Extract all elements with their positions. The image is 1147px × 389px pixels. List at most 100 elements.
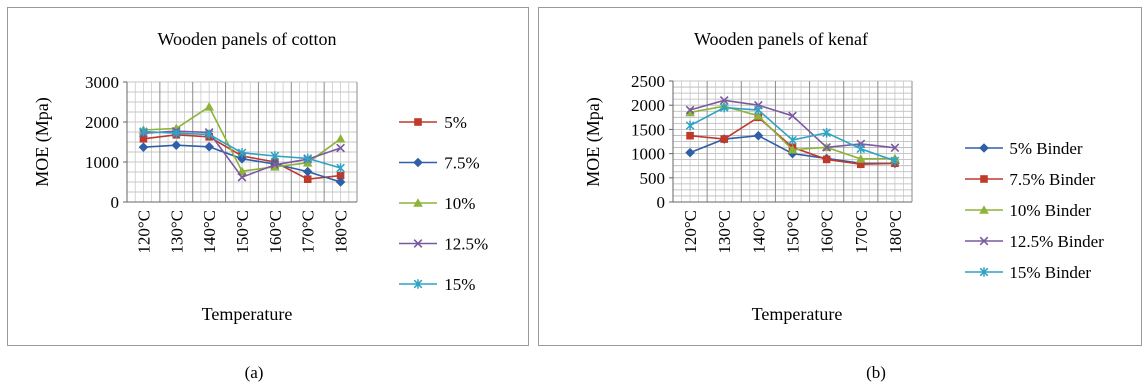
- data-point: [855, 154, 866, 163]
- data-point: [753, 130, 764, 141]
- series-5: [685, 102, 900, 166]
- data-point: [171, 128, 181, 138]
- data-point: [138, 142, 149, 152]
- x-tick-label: 160°C: [266, 210, 285, 254]
- data-point: [204, 129, 214, 140]
- chart-panel-b: Wooden panels of kenaf 0 500 1000 1500 2000 25…: [538, 7, 1142, 346]
- data-point: [139, 126, 148, 137]
- y-tick-label: 2500: [631, 72, 665, 91]
- y-tick-label: 3000: [85, 73, 119, 92]
- data-point: [788, 111, 797, 121]
- x-tick-label: 140°C: [749, 210, 768, 254]
- data-point: [237, 148, 247, 158]
- y-tick-label: 500: [640, 169, 666, 188]
- x-tick-label: 130°C: [715, 210, 734, 254]
- legend-marker: [979, 143, 989, 153]
- chart-panel-a: Wooden panels of cotton 0 1000 2000 3000 120°…: [7, 7, 529, 346]
- y-tick-label: 1000: [631, 145, 665, 164]
- legend-entry: 12.5% Binder: [965, 232, 1104, 251]
- data-point: [822, 155, 831, 164]
- x-tick-label: 130°C: [167, 210, 186, 254]
- y-tick-label: 1500: [631, 120, 665, 139]
- legend-entry: 7.5% Binder: [965, 170, 1096, 189]
- legend-entry: 15% Binder: [965, 263, 1091, 282]
- data-point: [787, 144, 798, 154]
- legend-entry: 7.5%: [399, 154, 480, 173]
- y-axis-label: MOE (Mpa): [583, 97, 604, 186]
- data-point: [204, 102, 214, 111]
- x-tick-label: 160°C: [818, 210, 837, 254]
- legend-marker: [980, 175, 988, 183]
- data-point: [856, 160, 865, 169]
- series-5: [139, 126, 345, 173]
- x-tick-label: 170°C: [852, 210, 871, 254]
- data-point: [890, 156, 900, 166]
- data-point: [754, 105, 763, 115]
- data-point: [270, 160, 280, 170]
- legend-entry: 10%: [399, 194, 475, 213]
- data-point: [720, 135, 729, 143]
- data-point: [270, 162, 280, 171]
- data-point: [335, 134, 346, 143]
- x-tick-label: 120°C: [134, 210, 153, 254]
- legend-marker: [413, 279, 423, 289]
- data-point: [335, 177, 346, 187]
- data-point: [719, 95, 729, 105]
- data-point: [788, 135, 797, 145]
- data-point: [719, 102, 729, 113]
- data-point: [686, 131, 694, 140]
- data-point: [685, 120, 695, 131]
- x-tick-label: 170°C: [299, 210, 318, 254]
- data-point: [139, 135, 148, 143]
- y-axis-label: MOE (Mpa): [32, 97, 53, 186]
- legend-label: 5% Binder: [1009, 139, 1083, 158]
- x-tick-label: 150°C: [233, 210, 252, 254]
- data-point: [336, 163, 345, 173]
- x-tick-label: 150°C: [784, 210, 803, 254]
- panel-caption: (b): [866, 363, 886, 382]
- legend-entry: 5% Binder: [965, 139, 1083, 158]
- data-point: [685, 147, 695, 158]
- data-point: [787, 148, 798, 159]
- y-tick-label: 1000: [85, 153, 119, 172]
- panel-caption: (a): [245, 363, 264, 382]
- data-point: [204, 142, 214, 152]
- legend-label: 7.5% Binder: [1009, 170, 1095, 189]
- legend-entry: 10% Binder: [965, 201, 1091, 220]
- data-point: [237, 172, 247, 182]
- chart-frame: [538, 7, 1142, 346]
- legend-label: 10%: [444, 194, 475, 213]
- legend-label: 12.5%: [444, 235, 488, 254]
- data-point: [336, 171, 345, 180]
- legend-label: 12.5% Binder: [1009, 232, 1104, 251]
- legend-entry: 5%: [399, 113, 467, 132]
- data-point: [685, 107, 695, 117]
- x-tick-label: 140°C: [200, 210, 219, 254]
- legend-marker: [979, 267, 989, 277]
- data-point: [303, 175, 312, 183]
- legend-entry: 12.5%: [399, 235, 488, 254]
- legend-marker: [413, 239, 423, 248]
- data-point: [270, 151, 280, 161]
- data-point: [685, 105, 695, 115]
- legend-label: 15% Binder: [1009, 263, 1091, 282]
- legend-label: 10% Binder: [1009, 201, 1091, 220]
- legend-label: 7.5%: [444, 154, 479, 173]
- data-point: [302, 166, 313, 177]
- chart-title: Wooden panels of cotton: [157, 29, 336, 49]
- legend-label: 5%: [444, 113, 467, 132]
- data-point: [753, 111, 764, 120]
- y-tick-label: 0: [657, 193, 666, 212]
- legend-marker: [414, 118, 422, 126]
- data-point: [171, 140, 182, 150]
- data-point: [822, 127, 831, 138]
- data-point: [856, 143, 866, 154]
- data-point: [336, 143, 345, 153]
- chart-frame: [7, 7, 529, 346]
- data-point: [890, 143, 900, 153]
- data-point: [237, 154, 247, 164]
- data-point: [822, 142, 832, 152]
- legend-marker: [413, 198, 423, 207]
- x-axis-label: Temperature: [202, 304, 293, 324]
- chart-title: Wooden panels of kenaf: [694, 29, 868, 49]
